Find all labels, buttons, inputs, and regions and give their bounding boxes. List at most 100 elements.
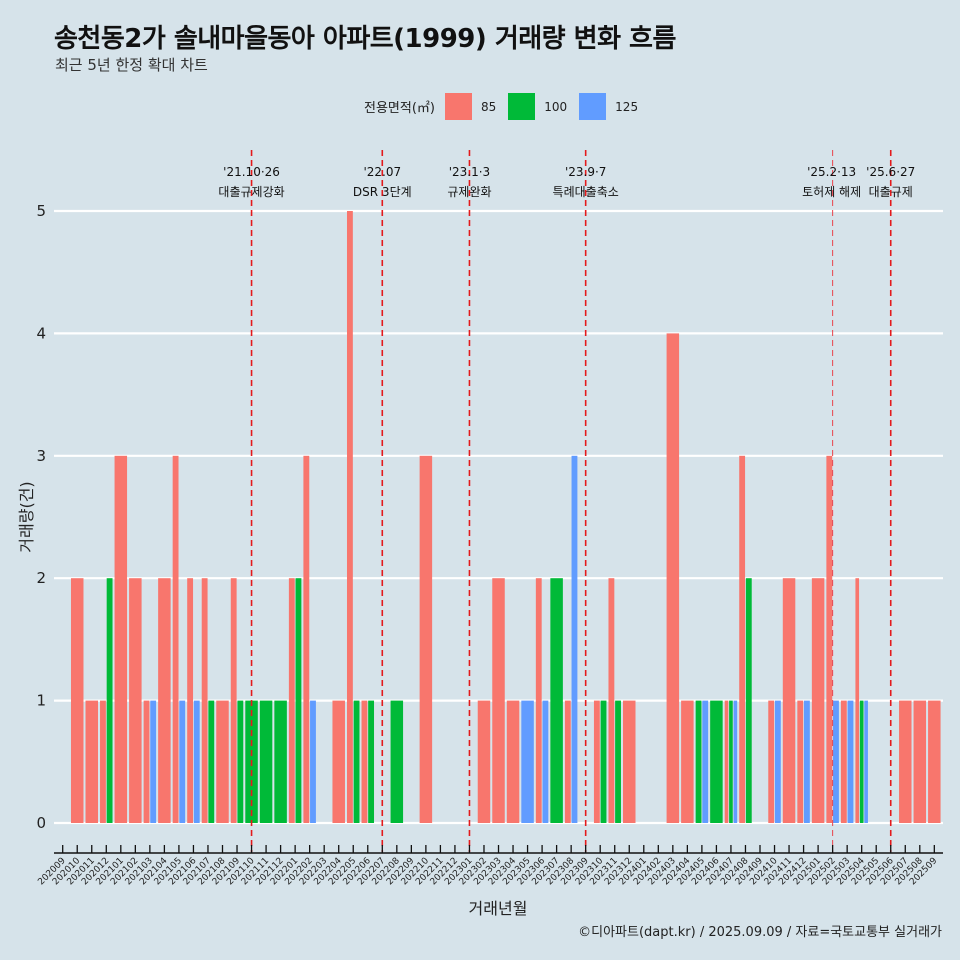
- legend-label-100: 100: [544, 99, 568, 114]
- bar-202312-85: [623, 700, 636, 823]
- bar-202206-85: [361, 700, 368, 823]
- bar-202204-85: [332, 700, 345, 823]
- bar-202201-85: [288, 578, 295, 823]
- bar-202202-125: [310, 700, 316, 823]
- bar-202502-125: [833, 700, 839, 823]
- bar-202011-85: [85, 700, 99, 823]
- event-date-label: '21.10·26: [223, 165, 280, 179]
- bar-202504-100: [859, 700, 864, 823]
- bar-202112-100: [274, 700, 287, 823]
- bar-202103-85: [143, 700, 150, 823]
- bar-202109-85: [230, 578, 237, 823]
- bar-202105-85: [172, 455, 179, 823]
- event-date-label: '23.1·3: [449, 165, 490, 179]
- bar-202304-85: [506, 700, 520, 823]
- bar-202408-100: [745, 578, 752, 823]
- bar-202101-85: [114, 455, 128, 823]
- bar-202508-85: [913, 700, 927, 823]
- bar-202106-85: [187, 578, 194, 823]
- bar-202408-85: [739, 455, 746, 823]
- chart-title: 송천동2가 솔내마을동아 아파트(1999) 거래량 변화 흐름: [54, 24, 676, 54]
- bar-202405-125: [702, 700, 709, 823]
- bar-202302-85: [477, 700, 491, 823]
- bar-202103-125: [150, 700, 157, 823]
- legend-title: 전용면적(㎡): [364, 101, 435, 116]
- bar-202504-85: [855, 578, 860, 823]
- bar-202308-125: [571, 455, 578, 823]
- event-desc-label: 대출규제: [869, 185, 913, 199]
- event-desc-label: 토허제 해제: [802, 185, 861, 199]
- bar-202407-125: [733, 700, 738, 823]
- bar-202403-85: [666, 333, 680, 823]
- y-tick-label: 5: [36, 202, 46, 220]
- y-tick-label: 3: [36, 447, 46, 465]
- legend-label-85: 85: [480, 99, 497, 114]
- bar-202201-100: [295, 578, 302, 823]
- event-desc-label: DSR 3단계: [353, 185, 412, 199]
- bar-202107-100: [208, 700, 215, 823]
- bar-202111-100: [259, 700, 273, 823]
- y-tick-label: 2: [36, 569, 46, 587]
- bar-202410-125: [774, 700, 781, 823]
- bar-202102-85: [129, 578, 142, 823]
- bar-202210-85: [419, 455, 433, 823]
- bar-202310-85: [593, 700, 600, 823]
- bar-202109-100: [237, 700, 244, 823]
- chart-subtitle: 최근 5년 한정 확대 차트: [55, 56, 208, 74]
- bar-202104-85: [158, 578, 171, 823]
- event-desc-label: 대출규제강화: [218, 185, 284, 199]
- event-desc-label: 특례대출축소: [553, 185, 619, 199]
- event-date-label: '23.9·7: [565, 165, 606, 179]
- event-desc-label: 규제완화: [447, 185, 491, 199]
- legend-key-100: [508, 93, 536, 120]
- y-tick-label: 1: [36, 692, 46, 710]
- bar-202306-125: [542, 700, 549, 823]
- y-axis-title: 거래량(건): [17, 481, 36, 552]
- bar-202107-85: [201, 578, 208, 823]
- bar-202010-85: [70, 578, 84, 823]
- legend-key-85: [444, 93, 472, 120]
- bar-202411-85: [782, 578, 796, 823]
- bar-202205-85: [346, 211, 353, 823]
- bar-202308-85: [564, 700, 571, 823]
- event-date-label: '25.6·27: [866, 165, 915, 179]
- bar-202503-85: [840, 700, 847, 823]
- bar-202305-125: [521, 700, 534, 823]
- bar-202303-85: [492, 578, 505, 823]
- bar-202407-100: [729, 700, 733, 823]
- axes: 2020092020102020112020122021012021022021…: [36, 845, 943, 887]
- event-date-label: '25.2·13: [807, 165, 856, 179]
- bar-202406-100: [710, 700, 723, 823]
- legend: 전용면적(㎡) 85 100 125: [364, 93, 650, 120]
- y-tick-label: 0: [36, 814, 46, 832]
- bar-202404-85: [681, 700, 694, 823]
- bar-202412-125: [803, 700, 810, 823]
- bar-202206-100: [368, 700, 375, 823]
- bar-202205-100: [353, 700, 360, 823]
- bar-202507-85: [899, 700, 912, 823]
- bar-202509-85: [928, 700, 941, 823]
- bar-202307-100: [550, 578, 563, 823]
- x-axis-title: 거래년월: [469, 899, 528, 918]
- bar-202503-125: [847, 700, 854, 823]
- bar-202410-85: [768, 700, 775, 823]
- bar-202407-85: [724, 700, 729, 823]
- legend-label-125: 125: [615, 99, 639, 114]
- bar-202012-85: [100, 700, 106, 823]
- bar-202504-125: [864, 700, 868, 823]
- bar-202306-85: [535, 578, 542, 823]
- bar-202311-85: [608, 578, 615, 823]
- bar-202405-100: [695, 700, 702, 823]
- bar-202105-125: [179, 700, 186, 823]
- bars: [70, 211, 941, 823]
- bar-202012-100: [106, 578, 113, 823]
- y-tick-label: 4: [36, 324, 46, 342]
- bar-202106-125: [193, 700, 200, 823]
- bar-202501-85: [811, 578, 825, 823]
- bar-202412-85: [797, 700, 804, 823]
- bar-202108-85: [216, 700, 229, 823]
- bar-202311-100: [615, 700, 621, 823]
- legend-key-125: [579, 93, 607, 120]
- bar-202310-100: [600, 700, 607, 823]
